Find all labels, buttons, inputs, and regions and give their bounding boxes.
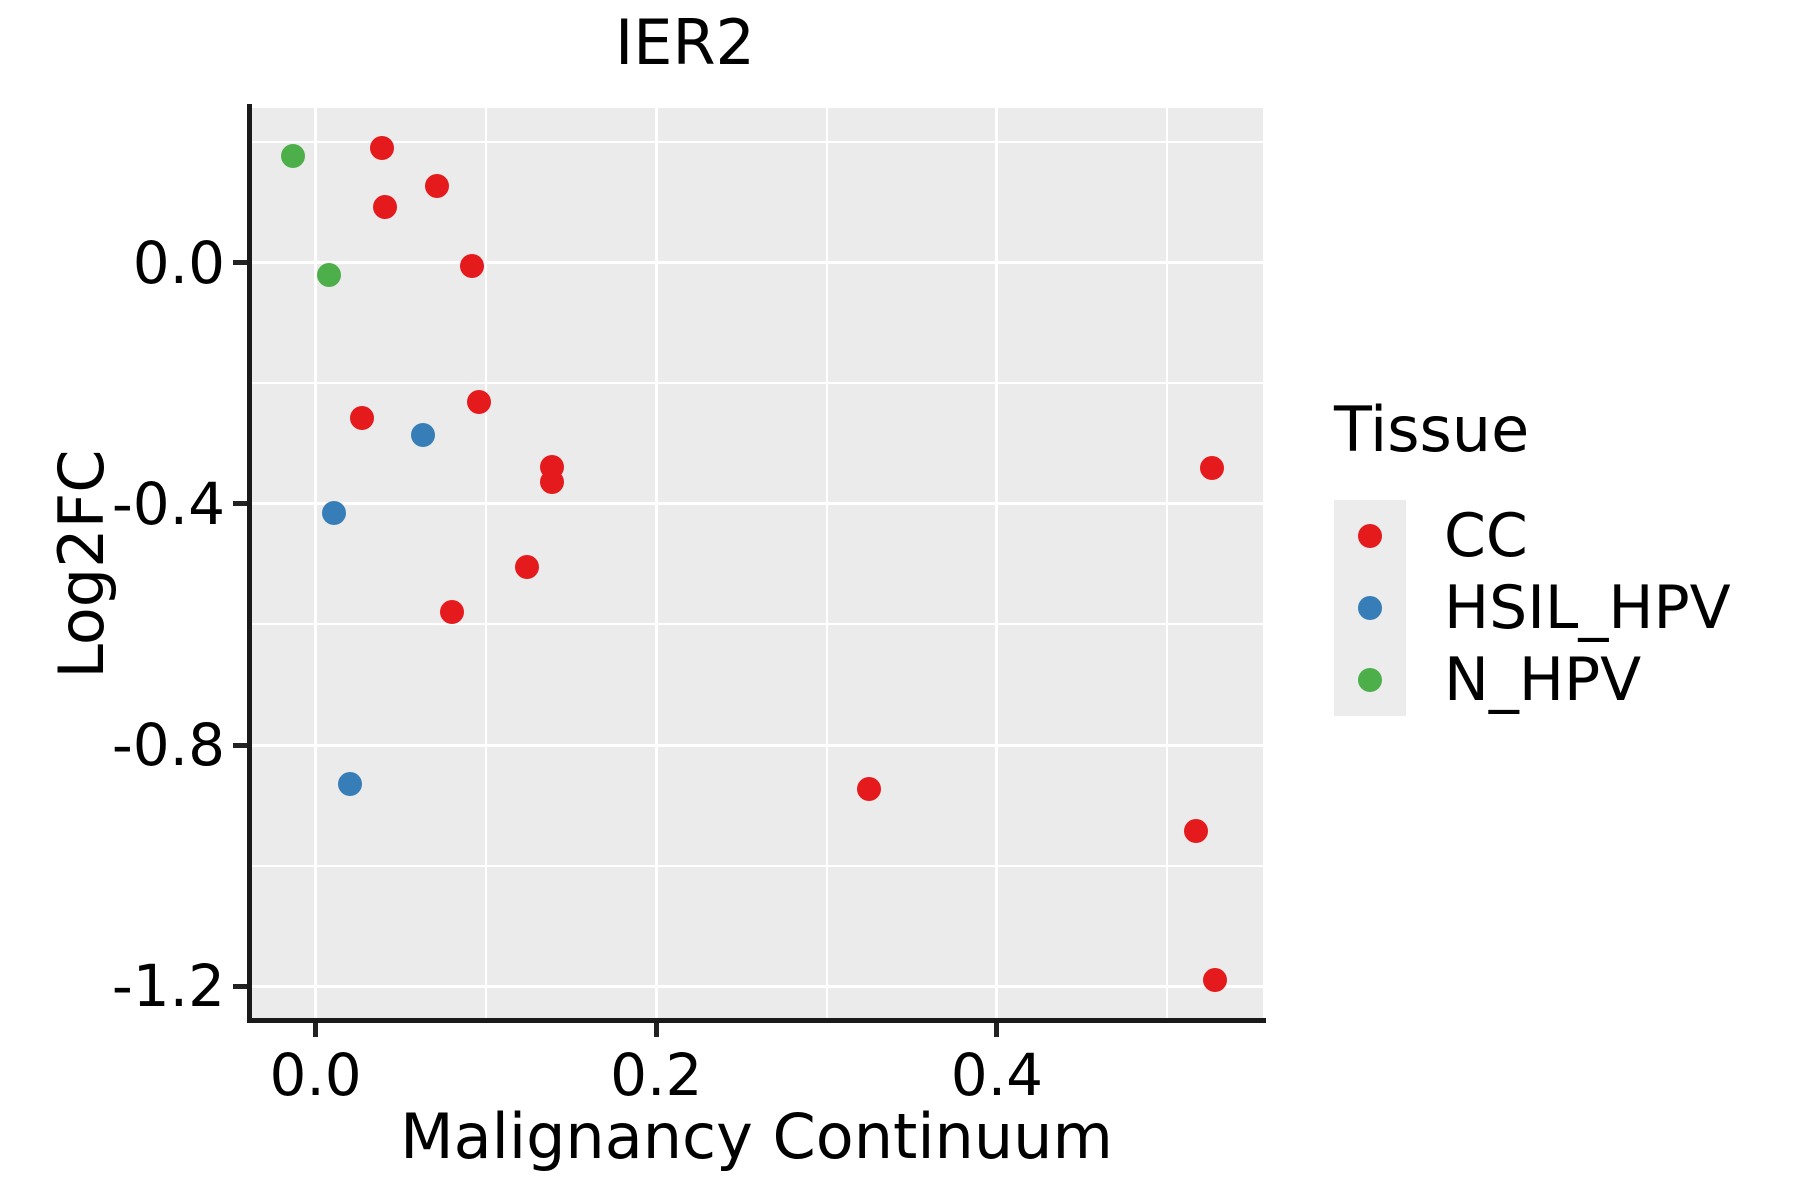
plot-panel xyxy=(250,108,1263,1020)
data-point-cc xyxy=(514,555,539,580)
hsil-hpv-dot-icon xyxy=(1358,596,1382,620)
y-tick-label: 0.0 xyxy=(132,228,225,297)
legend-label-n-hpv: N_HPV xyxy=(1444,645,1642,715)
x-major-gridline xyxy=(314,108,318,1020)
legend-key-cc xyxy=(1334,500,1406,572)
y-major-gridline xyxy=(250,261,1263,264)
y-axis-line xyxy=(247,104,252,1022)
x-major-gridline xyxy=(995,108,999,1020)
x-minor-gridline xyxy=(484,108,487,1020)
y-minor-gridline xyxy=(250,623,1263,626)
data-point-n_hpv xyxy=(281,143,306,168)
data-point-cc xyxy=(857,777,882,802)
y-tick-label: -0.8 xyxy=(111,711,225,780)
data-point-cc xyxy=(373,195,398,219)
y-axis-title: Log2FC xyxy=(45,449,118,679)
y-tick-label: -1.2 xyxy=(111,952,225,1021)
y-minor-gridline xyxy=(250,140,1263,143)
cc-dot-icon xyxy=(1358,524,1382,548)
legend-key-n-hpv xyxy=(1334,644,1406,716)
data-point-cc xyxy=(424,173,449,198)
x-axis-title: Malignancy Continuum xyxy=(400,1100,1113,1173)
y-tick-mark xyxy=(233,260,247,265)
x-axis-line xyxy=(247,1018,1266,1023)
y-tick-mark xyxy=(233,742,247,748)
data-point-hsil_hpv xyxy=(322,500,347,525)
x-minor-gridline xyxy=(825,108,828,1020)
x-tick-mark xyxy=(313,1023,319,1037)
legend-entry-hsil-hpv: HSIL_HPV xyxy=(1334,572,1731,644)
legend: Tissue CC HSIL_HPV N_HPV xyxy=(1334,392,1731,716)
plot-title: IER2 xyxy=(615,6,755,79)
data-point-cc xyxy=(1202,967,1227,992)
y-major-gridline xyxy=(250,984,1263,988)
y-minor-gridline xyxy=(250,382,1263,385)
data-point-hsil_hpv xyxy=(410,423,435,448)
x-major-gridline xyxy=(654,108,658,1020)
data-point-cc xyxy=(1184,818,1209,843)
y-tick-mark xyxy=(233,983,247,989)
y-major-gridline xyxy=(250,743,1263,747)
legend-entry-n-hpv: N_HPV xyxy=(1334,644,1731,716)
data-point-cc xyxy=(460,254,485,279)
legend-entry-cc: CC xyxy=(1334,500,1731,572)
x-tick-mark xyxy=(653,1023,659,1037)
n-hpv-dot-icon xyxy=(1358,668,1382,692)
legend-label-cc: CC xyxy=(1444,501,1528,571)
x-tick-label: 0.4 xyxy=(950,1041,1044,1109)
x-minor-gridline xyxy=(1166,108,1169,1020)
legend-key-hsil-hpv xyxy=(1334,572,1406,644)
legend-title: Tissue xyxy=(1334,393,1530,466)
y-tick-mark xyxy=(233,501,247,507)
data-point-cc xyxy=(467,389,492,414)
data-point-cc xyxy=(349,406,374,431)
data-point-cc xyxy=(540,470,565,495)
data-point-cc xyxy=(370,135,394,160)
x-tick-mark xyxy=(994,1023,1000,1037)
y-major-gridline xyxy=(250,502,1263,506)
data-point-cc xyxy=(1199,456,1224,481)
data-point-cc xyxy=(439,599,464,624)
y-tick-label: -0.4 xyxy=(111,469,225,538)
y-minor-gridline xyxy=(250,864,1263,867)
data-point-n_hpv xyxy=(317,263,342,288)
legend-label-hsil-hpv: HSIL_HPV xyxy=(1444,573,1731,643)
x-tick-label: 0.2 xyxy=(610,1041,703,1109)
data-point-hsil_hpv xyxy=(337,771,362,796)
x-tick-label: 0.0 xyxy=(269,1041,362,1109)
